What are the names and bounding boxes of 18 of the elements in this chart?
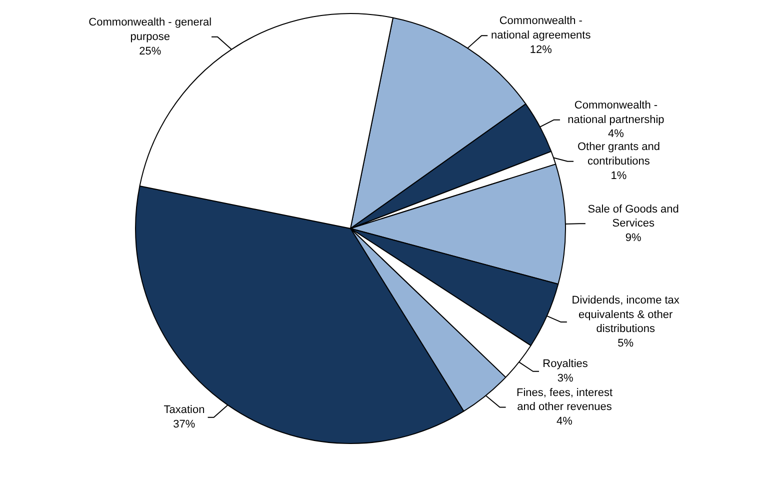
data-label: 5% — [618, 338, 634, 350]
slice-label: Sale of Goods and Services — [588, 203, 679, 230]
data-label: 12% — [530, 44, 552, 56]
slice-label: Commonwealth - national agreements — [491, 15, 592, 42]
data-label: 37% — [173, 418, 196, 431]
data-label: 4% — [556, 416, 573, 428]
slice-label: Commonwealth - general purpose — [88, 16, 212, 43]
slice-label: Dividends, income tax equivalents & other distributions — [572, 294, 680, 336]
slice-label: Other grants and contributions — [577, 141, 660, 168]
slice-label: Royalties — [542, 358, 588, 370]
data-label: 9% — [625, 232, 642, 244]
slice-label: Fines, fees, interest and other revenues — [516, 386, 613, 414]
slice-label: Taxation — [164, 404, 205, 416]
data-label: 1% — [610, 170, 627, 182]
data-label: 3% — [557, 372, 574, 385]
slice-label: Commonwealth - national partnership — [568, 99, 664, 126]
data-label: 4% — [608, 128, 624, 140]
data-label: 25% — [139, 45, 162, 58]
